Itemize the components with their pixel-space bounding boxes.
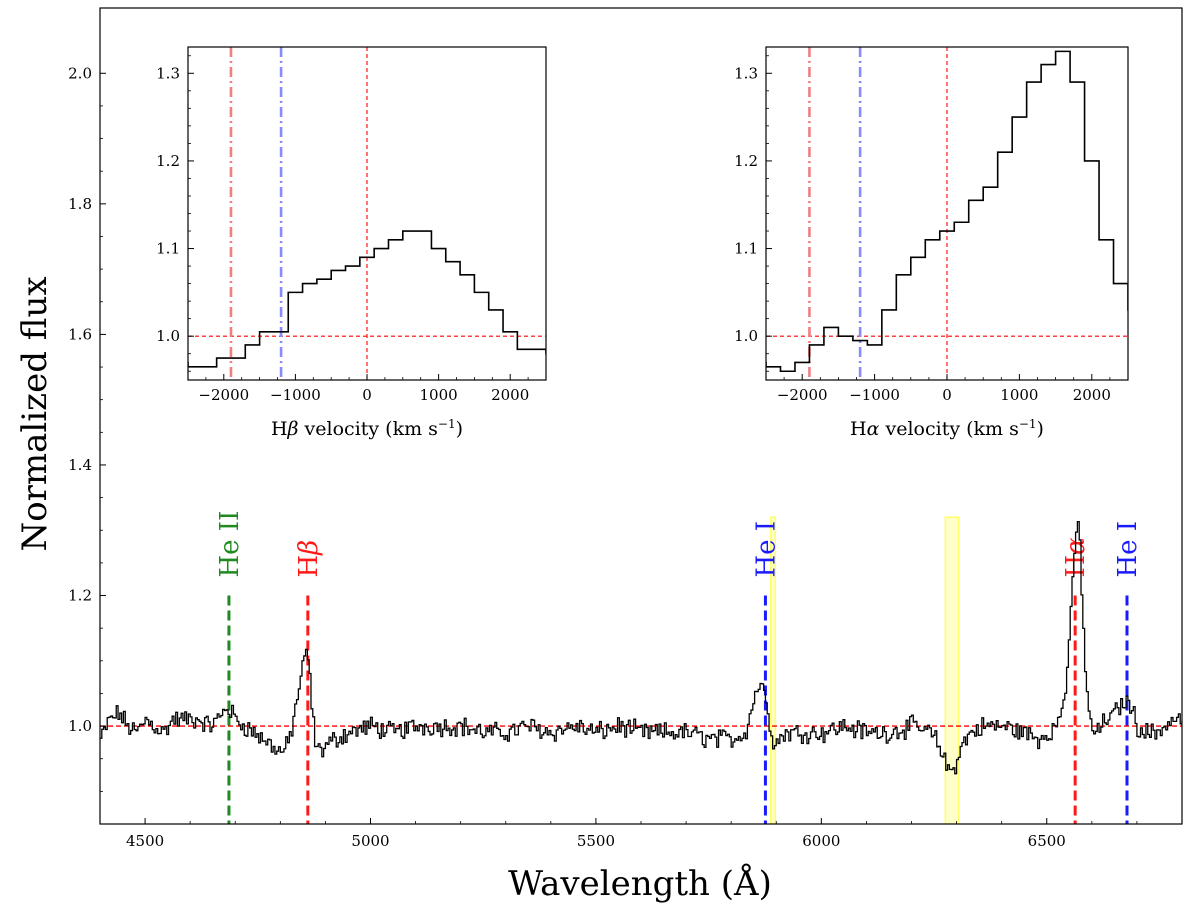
inset2-y-tick-label: 1.1 (734, 240, 758, 258)
inset2-profile-line (766, 50, 1128, 373)
main-x-tick-label: 4500 (126, 832, 164, 850)
main-y-axis-title: Normalized flux (15, 276, 55, 551)
main-x-axis-title: Wavelength (Å) (508, 863, 772, 904)
hbeta-inset-panel: −2000 −1000 0 1000 2000 1.0 1.1 1.2 1.3 Hβ velo… (156, 46, 547, 440)
halpha-inset-background (766, 47, 1128, 380)
inset1-y-tick-label: 1.1 (156, 240, 180, 258)
main-y-ticks: 1.0 1.2 1.4 1.6 1.8 2.0 (68, 64, 106, 792)
main-y-tick-label: 1.0 (68, 717, 92, 735)
hbeta-reference-lines (188, 47, 546, 380)
line-markers: He II Hβ He I Hα He I (215, 511, 1143, 824)
hbeta-x-ticks: −2000 −1000 0 1000 2000 (187, 374, 547, 404)
inset2-x-tick-label: −1000 (849, 386, 900, 404)
inset1-x-tick-label: −2000 (198, 386, 249, 404)
main-x-tick-label: 6500 (1028, 832, 1066, 850)
main-y-tick-label: 2.0 (68, 64, 92, 82)
spectrum-line (100, 520, 1182, 775)
line-label-5: He I (1113, 521, 1143, 578)
main-y-tick-label: 1.2 (68, 587, 92, 605)
halpha-x-ticks: −2000 −1000 0 1000 2000 (765, 374, 1129, 404)
inset2-x-tick-label: −2000 (777, 386, 828, 404)
halpha-y-ticks: 1.0 1.1 1.2 1.3 (734, 55, 772, 372)
main-y-tick-label: 1.4 (68, 456, 92, 474)
main-x-tick-label: 5500 (577, 832, 615, 850)
telluric-band-1 (770, 516, 777, 824)
main-spectrum-panel: He II Hβ He I Hα He I 4500 5000 5500 6000 6500 1… (15, 7, 1183, 904)
line-label-1: He II (215, 511, 245, 578)
telluric-bands (770, 516, 960, 824)
inset1-y-tick-label: 1.0 (156, 327, 180, 345)
inset1-x-tick-label: −1000 (270, 386, 321, 404)
spectrum-curve (100, 520, 1182, 775)
main-x-ticks: 4500 5000 5500 6000 6500 (99, 818, 1183, 850)
telluric-band-2 (944, 516, 960, 824)
main-y-tick-label: 1.8 (68, 195, 92, 213)
inset1-profile-line (188, 230, 546, 368)
inset2-y-tick-label: 1.0 (734, 327, 758, 345)
main-x-tick-label: 6000 (802, 832, 840, 850)
hbeta-y-ticks: 1.0 1.1 1.2 1.3 (156, 55, 194, 372)
main-x-tick-label: 5000 (351, 832, 389, 850)
line-label-3: He I (751, 521, 781, 578)
inset2-y-tick-label: 1.2 (734, 152, 758, 170)
inset2-y-tick-label: 1.3 (734, 64, 758, 82)
inset1-x-tick-label: 0 (362, 386, 372, 404)
inset1-y-tick-label: 1.2 (156, 152, 180, 170)
halpha-x-axis-title: Hα velocity (km s−1) (850, 417, 1044, 440)
hbeta-profile (188, 230, 546, 368)
inset1-y-tick-label: 1.3 (156, 64, 180, 82)
halpha-profile (766, 50, 1128, 373)
inset2-x-tick-label: 2000 (1073, 386, 1111, 404)
main-y-tick-label: 1.6 (68, 325, 92, 343)
line-label-2: Hβ (294, 540, 324, 578)
inset2-x-tick-label: 1000 (1000, 386, 1038, 404)
halpha-inset-panel: −2000 −1000 0 1000 2000 1.0 1.1 1.2 1.3 Hα velo… (734, 46, 1129, 440)
halpha-reference-lines (766, 47, 1128, 380)
inset1-x-tick-label: 1000 (420, 386, 458, 404)
hbeta-inset-background (188, 47, 546, 380)
inset2-x-tick-label: 0 (942, 386, 952, 404)
hbeta-x-axis-title: Hβ velocity (km s−1) (271, 417, 463, 440)
inset1-x-tick-label: 2000 (491, 386, 529, 404)
